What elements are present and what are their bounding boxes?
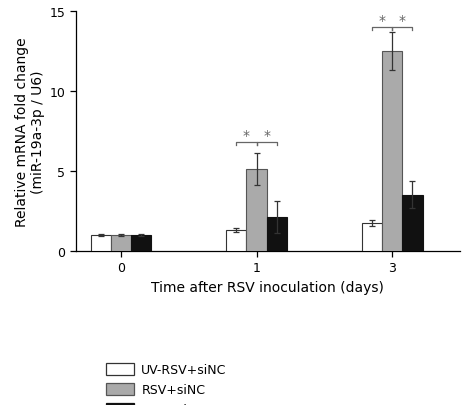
Y-axis label: Relative mRNA fold change
(miR-19a-3p / U6): Relative mRNA fold change (miR-19a-3p / … (15, 37, 46, 226)
Bar (131, 235, 152, 251)
Bar (402, 195, 422, 251)
Text: *: * (378, 14, 385, 28)
Bar (362, 223, 382, 251)
Bar (91, 235, 111, 251)
Text: *: * (243, 128, 250, 142)
X-axis label: Time after RSV inoculation (days): Time after RSV inoculation (days) (151, 280, 384, 294)
Bar (226, 230, 246, 251)
Text: *: * (399, 14, 406, 28)
Bar (267, 217, 287, 251)
Bar (246, 170, 267, 251)
Text: *: * (263, 128, 270, 142)
Bar (382, 52, 402, 251)
Bar (111, 235, 131, 251)
Legend: UV-RSV+siNC, RSV+siNC, RSV+siNS1: UV-RSV+siNC, RSV+siNC, RSV+siNS1 (101, 358, 232, 405)
